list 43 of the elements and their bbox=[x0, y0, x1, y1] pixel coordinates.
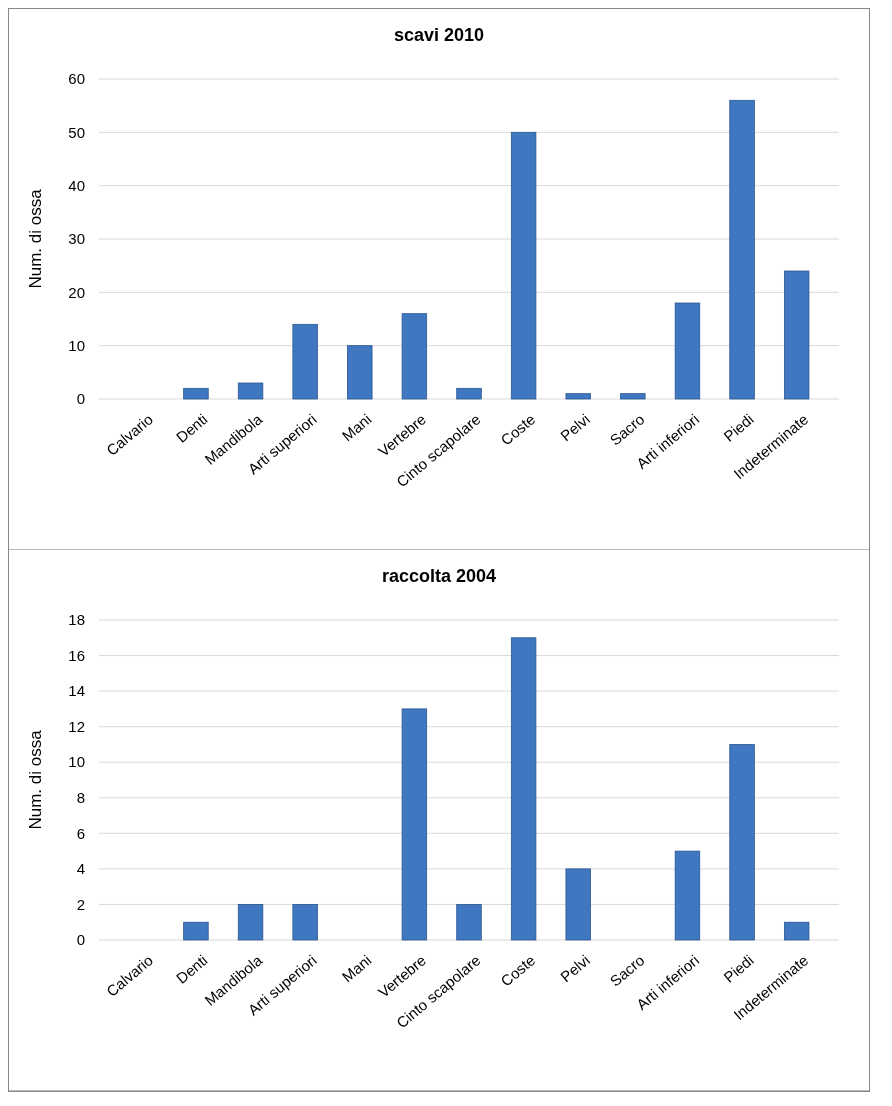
bar bbox=[456, 904, 482, 941]
bar bbox=[401, 708, 428, 941]
chart-title: scavi 2010 bbox=[393, 25, 485, 45]
bar bbox=[183, 921, 209, 941]
bar bbox=[565, 868, 591, 941]
bar bbox=[620, 393, 646, 400]
bar bbox=[783, 921, 810, 941]
y-tick-label: 12 bbox=[68, 717, 85, 735]
bar bbox=[292, 904, 318, 941]
bar bbox=[510, 131, 537, 400]
y-tick-label: 50 bbox=[68, 123, 85, 141]
y-tick-label: 0 bbox=[76, 931, 85, 949]
bar bbox=[510, 637, 537, 941]
y-tick-label: 2 bbox=[76, 895, 85, 913]
bar bbox=[729, 99, 755, 400]
bar bbox=[183, 387, 209, 400]
bar bbox=[674, 850, 701, 941]
bar bbox=[674, 302, 701, 400]
y-tick-label: 4 bbox=[76, 860, 85, 878]
bar bbox=[237, 382, 264, 400]
y-tick-label: 14 bbox=[68, 682, 85, 700]
bar bbox=[292, 323, 318, 400]
bar bbox=[565, 393, 591, 400]
y-tick-label: 18 bbox=[68, 611, 85, 629]
bar bbox=[783, 270, 810, 400]
y-tick-label: 30 bbox=[68, 230, 85, 248]
bar bbox=[456, 387, 482, 400]
y-tick-label: 60 bbox=[68, 70, 85, 88]
bar bbox=[729, 744, 755, 941]
y-tick-label: 8 bbox=[76, 789, 85, 807]
bar bbox=[347, 345, 373, 400]
y-axis-title: Num. di ossa bbox=[26, 188, 45, 289]
y-tick-label: 10 bbox=[68, 753, 85, 771]
y-tick-label: 16 bbox=[68, 646, 85, 664]
bar bbox=[401, 313, 428, 400]
y-tick-label: 0 bbox=[76, 390, 85, 408]
y-tick-label: 20 bbox=[68, 283, 85, 301]
bar bbox=[237, 904, 264, 941]
y-tick-label: 10 bbox=[68, 336, 85, 354]
y-tick-label: 6 bbox=[76, 824, 85, 842]
chart-title: raccolta 2004 bbox=[381, 566, 497, 586]
y-tick-label: 40 bbox=[68, 176, 85, 194]
y-axis-title: Num. di ossa bbox=[26, 729, 45, 830]
